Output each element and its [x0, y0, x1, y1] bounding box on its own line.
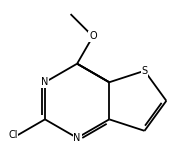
Text: S: S — [141, 66, 148, 76]
Text: Cl: Cl — [8, 130, 18, 140]
Text: O: O — [89, 31, 97, 41]
Text: N: N — [73, 133, 81, 143]
Text: N: N — [41, 77, 49, 87]
